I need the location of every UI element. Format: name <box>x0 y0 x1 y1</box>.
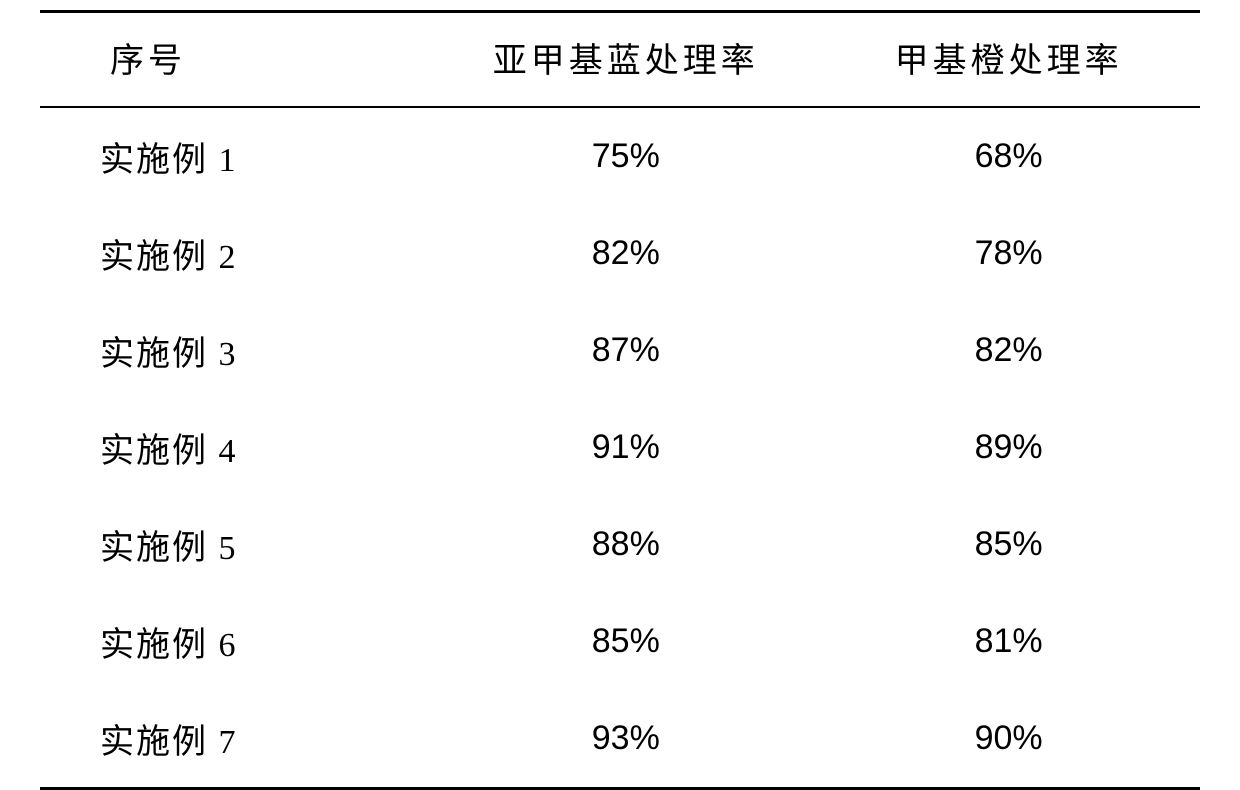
cell-mo: 81% <box>817 593 1200 690</box>
cell-index: 实施例 5 <box>40 496 434 593</box>
cell-mb: 93% <box>434 690 817 789</box>
table-row: 实施例 7 93% 90% <box>40 690 1200 789</box>
cell-mo: 68% <box>817 107 1200 205</box>
cell-mo: 85% <box>817 496 1200 593</box>
cell-mb: 75% <box>434 107 817 205</box>
cell-index: 实施例 4 <box>40 399 434 496</box>
cell-index: 实施例 7 <box>40 690 434 789</box>
col-header-methyl-orange-rate: 甲基橙处理率 <box>817 12 1200 108</box>
table-row: 实施例 2 82% 78% <box>40 205 1200 302</box>
table-row: 实施例 6 85% 81% <box>40 593 1200 690</box>
cell-mb: 91% <box>434 399 817 496</box>
col-header-index: 序号 <box>40 12 434 108</box>
cell-index: 实施例 6 <box>40 593 434 690</box>
cell-mb: 88% <box>434 496 817 593</box>
col-header-methylene-blue-rate: 亚甲基蓝处理率 <box>434 12 817 108</box>
cell-mb: 85% <box>434 593 817 690</box>
table-row: 实施例 3 87% 82% <box>40 302 1200 399</box>
cell-mo: 89% <box>817 399 1200 496</box>
cell-index: 实施例 2 <box>40 205 434 302</box>
cell-index: 实施例 1 <box>40 107 434 205</box>
cell-mo: 90% <box>817 690 1200 789</box>
cell-mb: 82% <box>434 205 817 302</box>
table-row: 实施例 5 88% 85% <box>40 496 1200 593</box>
cell-mo: 78% <box>817 205 1200 302</box>
cell-mb: 87% <box>434 302 817 399</box>
cell-index: 实施例 3 <box>40 302 434 399</box>
table-row: 实施例 4 91% 89% <box>40 399 1200 496</box>
table-container: 序号 亚甲基蓝处理率 甲基橙处理率 实施例 1 75% 68% 实施例 2 82… <box>0 0 1240 734</box>
cell-mo: 82% <box>817 302 1200 399</box>
data-table: 序号 亚甲基蓝处理率 甲基橙处理率 实施例 1 75% 68% 实施例 2 82… <box>40 10 1200 790</box>
table-row: 实施例 1 75% 68% <box>40 107 1200 205</box>
table-header-row: 序号 亚甲基蓝处理率 甲基橙处理率 <box>40 12 1200 108</box>
